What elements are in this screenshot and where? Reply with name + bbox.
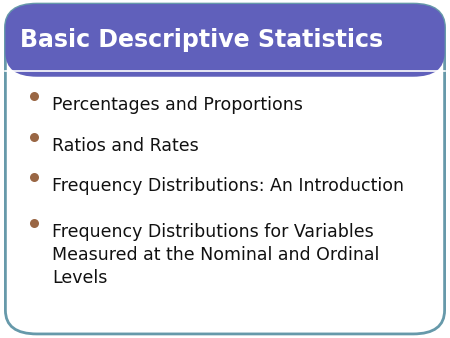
Text: Basic Descriptive Statistics: Basic Descriptive Statistics: [20, 28, 383, 52]
Text: Frequency Distributions: An Introduction: Frequency Distributions: An Introduction: [52, 177, 404, 195]
Text: Frequency Distributions for Variables
Measured at the Nominal and Ordinal
Levels: Frequency Distributions for Variables Me…: [52, 223, 379, 287]
Text: Ratios and Rates: Ratios and Rates: [52, 137, 198, 155]
FancyBboxPatch shape: [5, 4, 445, 334]
FancyBboxPatch shape: [5, 4, 445, 77]
Text: Percentages and Proportions: Percentages and Proportions: [52, 96, 302, 114]
